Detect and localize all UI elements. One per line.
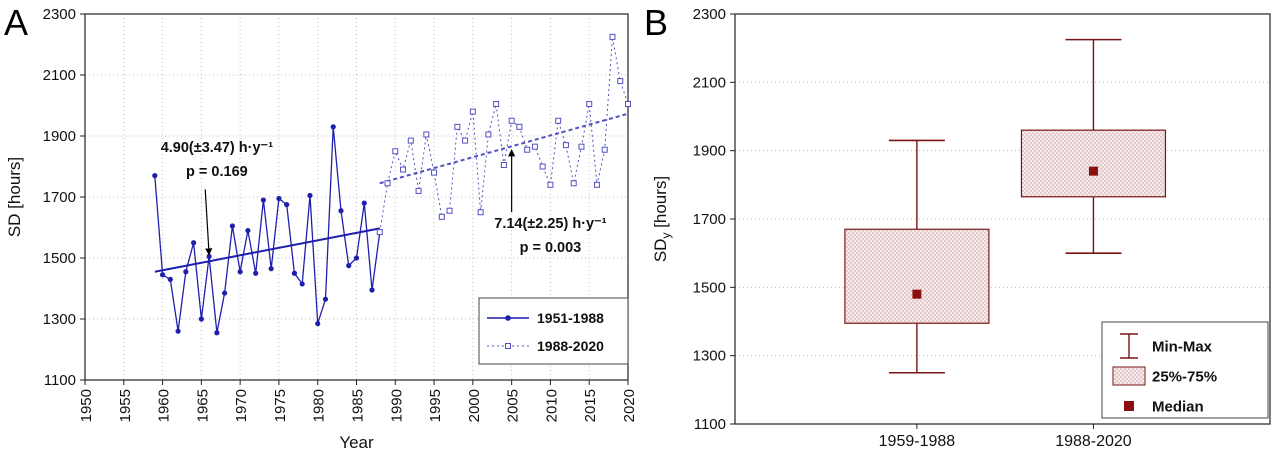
svg-text:p = 0.169: p = 0.169 (186, 164, 248, 180)
svg-text:1988-2020: 1988-2020 (537, 338, 604, 354)
svg-text:25%-75%: 25%-75% (1152, 369, 1217, 386)
svg-text:1959-1988: 1959-1988 (879, 433, 956, 450)
panel-a-y-axis-label: SD [hours] (5, 157, 24, 237)
svg-text:1985: 1985 (350, 389, 367, 422)
svg-text:1980: 1980 (311, 389, 328, 422)
svg-text:2300: 2300 (43, 6, 76, 23)
panel-b-y-axis-label: SDy [hours] (651, 176, 673, 262)
svg-text:2100: 2100 (693, 74, 726, 91)
panel-a-series-1951-1988 (152, 124, 383, 336)
panel-a-annotation-2: 7.14(±2.25) h·y⁻¹ p = 0.003 (493, 149, 608, 258)
svg-text:1975: 1975 (272, 389, 289, 422)
svg-text:2015: 2015 (582, 389, 599, 422)
svg-text:p = 0.003: p = 0.003 (520, 240, 582, 256)
panel-a: A 1100 1300 1500 1700 1900 2100 2300 1950 1955 19… (4, 2, 638, 452)
svg-text:2005: 2005 (505, 389, 522, 422)
panel-b-chart: 1100 1300 1500 1700 1900 2100 2300 1959-1988 198… (651, 6, 1271, 450)
svg-text:1995: 1995 (427, 389, 444, 422)
panel-a-chart: 1100 1300 1500 1700 1900 2100 2300 1950 1955 1960… (5, 6, 638, 452)
panel-b-legend: Min-Max 25%-75% Median (1101, 321, 1269, 419)
panel-b-label: B (644, 2, 669, 43)
svg-text:1900: 1900 (43, 128, 76, 145)
svg-text:Min-Max: Min-Max (1152, 339, 1213, 356)
panel-a-x-axis-label: Year (339, 433, 374, 452)
svg-text:1970: 1970 (233, 389, 250, 422)
svg-text:1955: 1955 (117, 389, 134, 422)
svg-text:2300: 2300 (693, 6, 726, 23)
panel-a-axes: 1100 1300 1500 1700 1900 2100 2300 1950 1955 1960… (43, 6, 638, 422)
svg-text:1300: 1300 (43, 311, 76, 328)
svg-text:1500: 1500 (43, 250, 76, 267)
svg-text:Median: Median (1152, 399, 1204, 416)
svg-text:2000: 2000 (466, 389, 483, 422)
panel-b-grid (735, 81, 1270, 357)
svg-text:2100: 2100 (43, 67, 76, 84)
svg-text:1100: 1100 (694, 416, 726, 433)
panel-a-series-1988-2020 (376, 33, 631, 236)
svg-text:1500: 1500 (693, 279, 726, 296)
svg-text:1100: 1100 (44, 372, 76, 389)
panel-b-axes: 1100 1300 1500 1700 1900 2100 2300 1959-1988 198… (693, 6, 1132, 450)
panel-a-trend-lines (154, 112, 629, 273)
svg-text:4.90(±3.47) h·y⁻¹: 4.90(±3.47) h·y⁻¹ (161, 140, 273, 156)
svg-text:1990: 1990 (388, 389, 405, 422)
svg-text:1900: 1900 (693, 143, 726, 160)
panel-a-annotation-1: 4.90(±3.47) h·y⁻¹ p = 0.169 (159, 138, 275, 256)
panel-b: B 1100 1300 1500 1700 1900 2100 2300 1959-1988 1… (640, 0, 1280, 460)
panel-a-label: A (4, 2, 29, 43)
svg-text:1951-1988: 1951-1988 (537, 310, 604, 326)
svg-text:2020: 2020 (621, 389, 638, 422)
svg-text:1965: 1965 (194, 389, 211, 422)
box-1959-1988 (844, 139, 990, 374)
svg-text:1950: 1950 (78, 389, 95, 422)
svg-text:1700: 1700 (43, 189, 76, 206)
svg-text:1300: 1300 (693, 348, 726, 365)
svg-text:1700: 1700 (693, 211, 726, 228)
svg-text:7.14(±2.25) h·y⁻¹: 7.14(±2.25) h·y⁻¹ (494, 216, 606, 232)
box-1988-2020 (1020, 38, 1167, 254)
svg-text:2010: 2010 (543, 389, 560, 422)
svg-text:1960: 1960 (156, 389, 173, 422)
panel-a-legend: 1951-1988 1988-2020 (478, 297, 629, 365)
svg-text:1988-2020: 1988-2020 (1055, 433, 1132, 450)
